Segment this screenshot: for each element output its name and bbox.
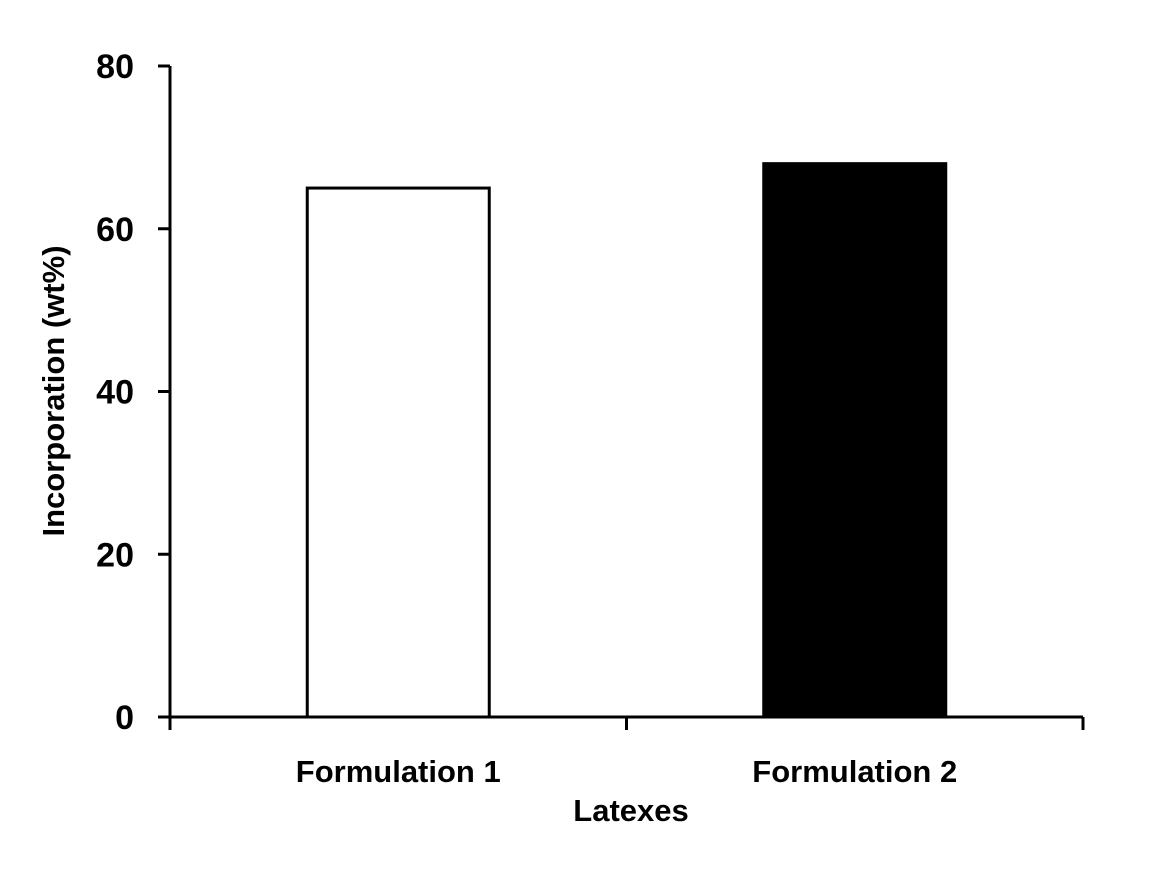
x-axis-title: Latexes (573, 793, 688, 828)
y-tick-label: 0 (115, 699, 134, 737)
bar-1 (305, 186, 491, 719)
x-tick-group (168, 717, 1085, 730)
y-tick-group: 0 20 40 60 80 (96, 48, 170, 737)
y-tick-label: 20 (96, 536, 134, 574)
bar-group (305, 162, 948, 719)
y-tick-label: 80 (96, 48, 134, 86)
x-category-label: Formulation 2 (752, 754, 957, 789)
x-category-label: Formulation 1 (296, 754, 501, 789)
y-tick-label: 60 (96, 211, 134, 249)
category-label-group: Formulation 1 Formulation 2 (296, 754, 957, 789)
y-axis-title: Incorporation (wt%) (36, 245, 71, 536)
y-tick-label: 40 (96, 374, 134, 412)
bar-2 (762, 162, 948, 719)
